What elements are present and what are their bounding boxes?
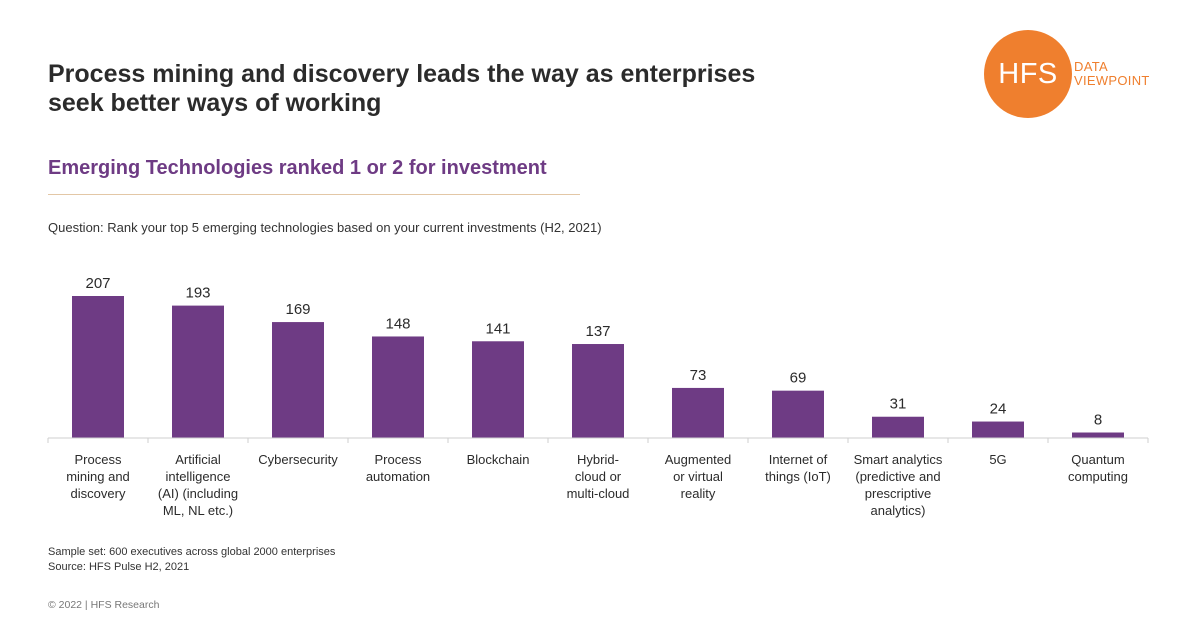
bar xyxy=(72,296,124,438)
category-label-line: analytics) xyxy=(871,503,926,518)
category-labels: Process mining and discovery Artificial inte… xyxy=(66,452,1128,518)
category-label-line: intelligence xyxy=(165,469,230,484)
bar-chart: 207 193 169 148 141 137 73 69 31 24 8 Process minin… xyxy=(47,275,1149,518)
category-label: Augmented or virtual reality xyxy=(665,452,732,501)
chart-subtitle: Emerging Technologies ranked 1 or 2 for … xyxy=(48,157,547,179)
hfs-logo-mark: HFS xyxy=(984,30,1072,118)
category-label: Quantum computing xyxy=(1068,452,1128,484)
category-label-line: computing xyxy=(1068,469,1128,484)
bar xyxy=(572,344,624,438)
category-label-line: Blockchain xyxy=(467,452,530,467)
category-label: Internet of things (IoT) xyxy=(765,452,831,484)
category-label-line: (predictive and xyxy=(855,469,940,484)
category-label-line: things (IoT) xyxy=(765,469,831,484)
value-label: 141 xyxy=(485,320,510,337)
category-label-line: Augmented xyxy=(665,452,732,467)
category-label: Smart analytics (predictive and prescripti… xyxy=(854,452,943,518)
category-label: Process mining and discovery xyxy=(66,452,130,501)
page-title: Process mining and discovery leads the w… xyxy=(48,60,948,118)
value-label: 148 xyxy=(385,315,410,332)
category-label: Blockchain xyxy=(467,452,530,467)
copyright: © 2022 | HFS Research xyxy=(48,599,160,611)
category-label-line: 5G xyxy=(989,452,1006,467)
bar-series xyxy=(72,296,1124,438)
value-label: 31 xyxy=(890,396,907,413)
bar xyxy=(1072,432,1124,438)
category-label-line: automation xyxy=(366,469,430,484)
hfs-logo-tagline-line-2: VIEWPOINT xyxy=(1074,73,1150,88)
value-labels: 207 193 169 148 141 137 73 69 31 24 8 xyxy=(85,275,1102,429)
category-label-line: multi-cloud xyxy=(567,486,630,501)
category-label-line: or virtual xyxy=(673,469,723,484)
value-label: 24 xyxy=(990,401,1007,418)
bar xyxy=(172,305,224,438)
category-label: Cybersecurity xyxy=(258,452,338,467)
hfs-logo-tagline-line-1: DATA xyxy=(1074,59,1108,74)
category-label-line: Process xyxy=(75,452,122,467)
category-label-line: (AI) (including xyxy=(158,486,238,501)
category-label-line: Process xyxy=(375,452,422,467)
category-label-line: prescriptive xyxy=(865,486,931,501)
value-label: 73 xyxy=(690,367,707,384)
x-axis-ticks xyxy=(47,438,1149,443)
hfs-logo: HFS DATA VIEWPOINT xyxy=(984,30,1174,120)
value-label: 137 xyxy=(585,323,610,340)
category-label-line: mining and xyxy=(66,469,130,484)
survey-question: Question: Rank your top 5 emerging techn… xyxy=(48,220,602,235)
category-label-line: cloud or xyxy=(575,469,622,484)
value-label: 193 xyxy=(185,285,210,302)
bar xyxy=(872,416,924,438)
subtitle-divider xyxy=(48,194,580,195)
footnotes: Sample set: 600 executives across global… xyxy=(48,545,335,575)
category-label-line: Artificial xyxy=(175,452,221,467)
value-label: 169 xyxy=(285,301,310,318)
bar xyxy=(272,322,324,438)
category-label: Process automation xyxy=(366,452,430,484)
value-label: 69 xyxy=(790,370,807,387)
category-label-line: Hybrid- xyxy=(577,452,619,467)
category-label-line: ML, NL etc.) xyxy=(163,503,233,518)
category-label: 5G xyxy=(989,452,1006,467)
category-label-line: Smart analytics xyxy=(854,452,943,467)
category-label: Hybrid-cloud or multi-cloud xyxy=(567,452,630,501)
bar xyxy=(672,387,724,438)
value-label: 8 xyxy=(1094,412,1102,429)
page-title-line-2: seek better ways of working xyxy=(48,89,382,117)
bar xyxy=(972,421,1024,438)
source-note: Source: HFS Pulse H2, 2021 xyxy=(48,561,190,573)
category-label-line: Cybersecurity xyxy=(258,452,338,467)
bar xyxy=(772,390,824,438)
page-title-line-1: Process mining and discovery leads the w… xyxy=(48,60,756,88)
value-label: 207 xyxy=(85,275,110,292)
category-label: Artificial intelligence (AI) (including ML,… xyxy=(158,452,238,518)
hfs-logo-tagline: DATA VIEWPOINT xyxy=(1074,60,1150,88)
sample-note: Sample set: 600 executives across global… xyxy=(48,546,336,558)
category-label-line: reality xyxy=(681,486,716,501)
category-label-line: Quantum xyxy=(1071,452,1124,467)
category-label-line: Internet of xyxy=(769,452,828,467)
category-label-line: discovery xyxy=(71,486,126,501)
bar xyxy=(472,341,524,438)
bar xyxy=(372,336,424,438)
